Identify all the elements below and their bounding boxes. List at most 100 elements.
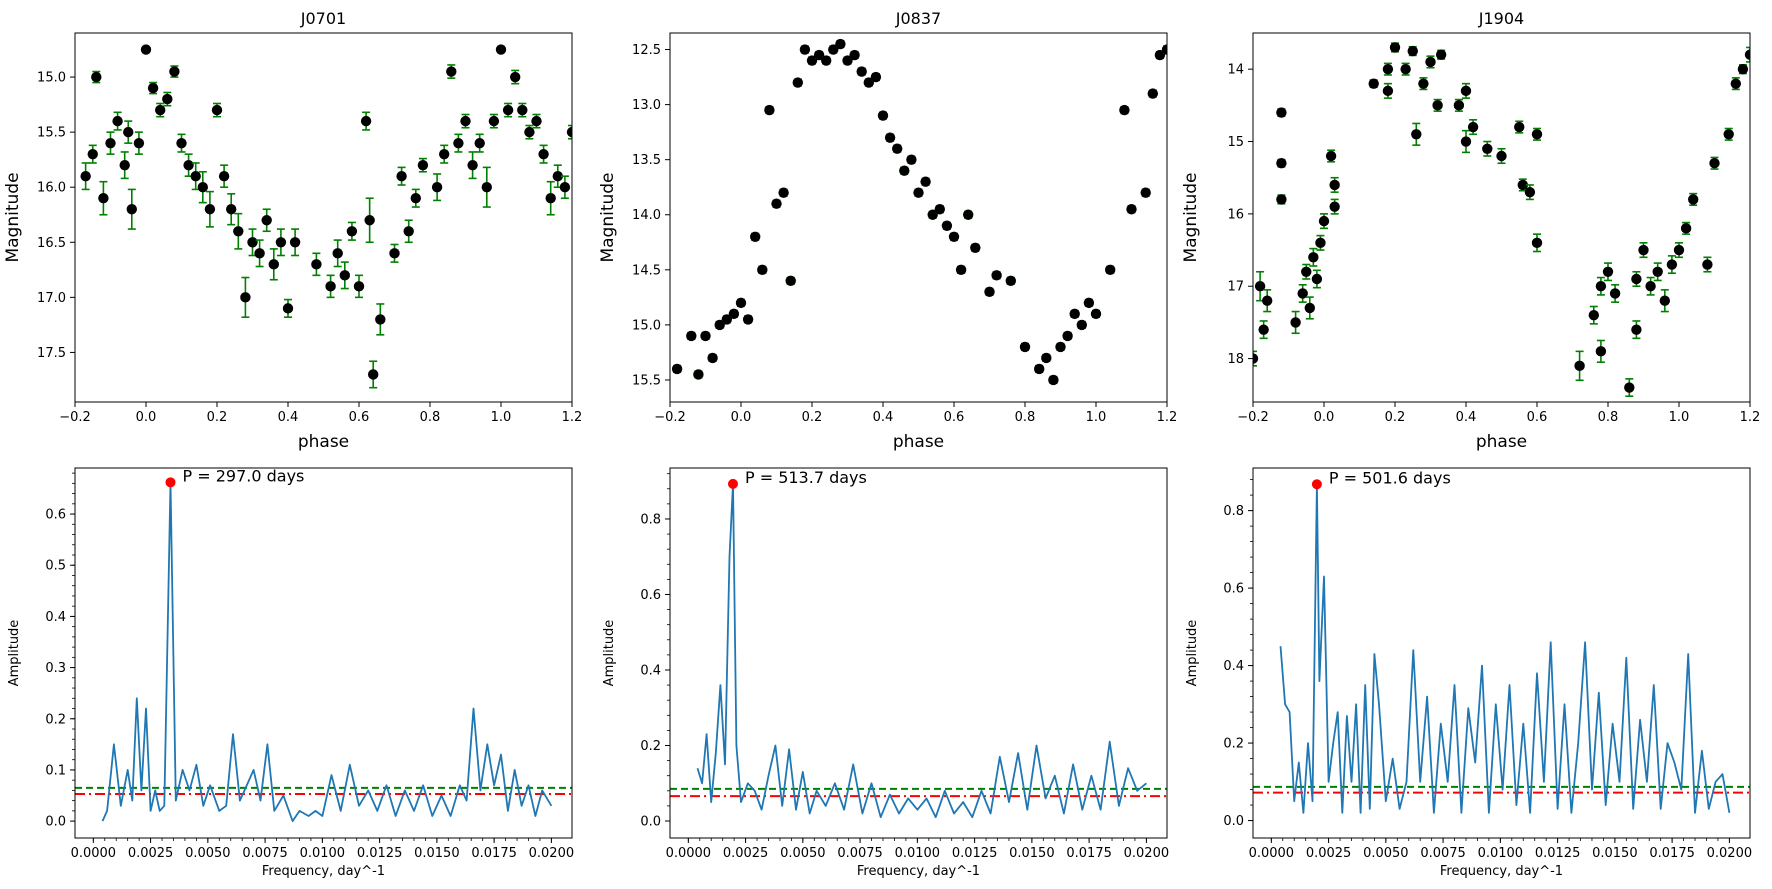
x-tick-label: 0.0150	[414, 846, 460, 861]
data-point	[984, 286, 995, 298]
x-tick-label: 0.0175	[471, 846, 517, 861]
y-tick-label: 14.0	[632, 208, 661, 223]
data-point	[813, 49, 825, 61]
y-tick-label: 12.5	[632, 43, 661, 58]
data-point	[119, 159, 130, 171]
data-point	[1709, 158, 1720, 169]
data-point	[204, 204, 216, 215]
data-point	[1514, 121, 1525, 133]
data-point	[126, 204, 137, 215]
data-point	[1659, 295, 1671, 306]
x-tick-label: 0.8	[1598, 410, 1619, 425]
data-point	[162, 93, 173, 105]
data-point	[1105, 264, 1116, 276]
x-tick-label: 0.8	[420, 410, 441, 425]
y-tick-label: 0.6	[45, 508, 66, 523]
data-point	[750, 231, 761, 242]
data-point	[87, 148, 98, 160]
data-point	[1425, 56, 1436, 68]
y-tick-label: 15.0	[632, 318, 661, 333]
data-point	[105, 137, 116, 149]
data-point	[821, 55, 832, 66]
x-tick-label: 0.0050	[185, 846, 231, 861]
data-point	[190, 170, 201, 182]
data-point	[1460, 85, 1472, 97]
y-tick-label: 13.0	[632, 98, 661, 113]
data-point	[870, 71, 882, 83]
data-point	[835, 38, 846, 50]
data-point	[877, 110, 889, 121]
data-point	[1147, 88, 1159, 99]
data-point	[1595, 281, 1607, 292]
data-point	[906, 154, 917, 165]
y-tick-label: 15.5	[632, 373, 661, 388]
data-point	[1624, 382, 1635, 393]
data-point	[934, 204, 945, 215]
data-point	[693, 369, 704, 380]
data-point	[339, 270, 350, 281]
data-point	[1318, 215, 1330, 227]
x-tick-label: 1.2	[1740, 410, 1761, 425]
data-point	[1609, 288, 1621, 299]
data-point	[1680, 223, 1692, 234]
data-point	[389, 248, 400, 259]
periodogram-line	[1279, 483, 1731, 814]
data-point	[842, 55, 853, 66]
panel-2: −0.2 0.0 0.2 0.4 0.6 0.8 1.0 1.2 12.5 13.0 13.5 14.…	[598, 9, 1177, 452]
x-tick-label: 0.0175	[1649, 846, 1695, 861]
data-point	[1411, 129, 1422, 140]
data-point	[545, 193, 556, 204]
x-tick-label: 0.0050	[1363, 846, 1409, 861]
data-point	[360, 115, 372, 127]
data-point	[353, 281, 365, 292]
data-point	[474, 137, 485, 149]
data-point	[1311, 273, 1323, 285]
data-point	[559, 182, 571, 193]
data-point	[671, 363, 683, 375]
data-point	[1297, 288, 1308, 299]
x-tick-label: −0.2	[59, 410, 91, 425]
plot-area	[1253, 483, 1750, 814]
x-tick-label: 0.0000	[666, 846, 712, 861]
y-axis-label: Magnitude	[3, 172, 23, 262]
data-point	[1702, 259, 1713, 270]
axes-frame	[1252, 32, 1751, 403]
x-tick-label: −0.2	[1237, 410, 1269, 425]
data-point	[1290, 317, 1301, 328]
data-point	[1588, 309, 1600, 321]
data-point	[183, 159, 194, 171]
data-point	[552, 170, 563, 182]
data-point	[1432, 100, 1443, 111]
data-point	[197, 182, 208, 193]
data-point	[1276, 107, 1287, 118]
x-tick-label: 0.0175	[1066, 846, 1112, 861]
data-point	[806, 55, 818, 66]
y-tick-label: 16	[1227, 207, 1244, 222]
data-point	[1435, 49, 1447, 60]
y-tick-label: 17.0	[37, 291, 66, 306]
panel-1: −0.2 0.0 0.2 0.4 0.6 0.8 1.0 1.2 15.0 15.5 16.0 16.…	[3, 9, 582, 452]
x-tick-label: 0.0025	[1306, 846, 1352, 861]
data-point	[240, 292, 251, 303]
data-point	[778, 187, 789, 198]
peak-marker	[727, 478, 738, 489]
axes-frame	[669, 32, 1168, 403]
data-point	[517, 104, 528, 116]
data-point	[155, 104, 166, 116]
data-point	[941, 220, 953, 231]
data-point	[1069, 308, 1080, 320]
x-tick-label: 0.0025	[723, 846, 769, 861]
x-tick-label: 1.0	[491, 410, 512, 425]
data-point	[1673, 244, 1685, 256]
peak-label: P = 513.7 days	[745, 468, 867, 487]
peak-label: P = 297.0 days	[183, 466, 305, 485]
x-tick-label: 0.0	[731, 410, 752, 425]
y-tick-label: 0.1	[45, 763, 66, 778]
data-point	[524, 126, 535, 138]
x-tick-label: 0.6	[1527, 410, 1548, 425]
data-point	[431, 182, 443, 193]
y-axis-label: Magnitude	[1181, 172, 1201, 262]
data-point	[325, 281, 336, 292]
data-point	[1496, 150, 1507, 162]
y-tick-label: 0.8	[640, 512, 661, 527]
